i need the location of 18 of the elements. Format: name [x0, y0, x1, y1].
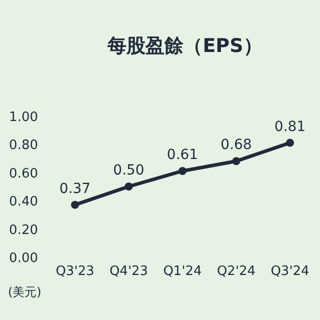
xtick: Q2'24: [216, 264, 256, 279]
title: 每股盈餘（EPS）: [108, 35, 262, 57]
ytick: 0.80: [9, 138, 38, 154]
ytick: 0.60: [9, 166, 38, 182]
xtick: Q3'23: [56, 264, 94, 279]
data-label: 0.68: [220, 137, 252, 154]
ytick: 0.20: [9, 222, 38, 238]
ytick: 1.00: [9, 110, 38, 125]
annotation: (美元): [8, 285, 42, 299]
data-label: 0.61: [166, 147, 198, 163]
data-label: 0.81: [274, 118, 306, 135]
ytick: 0.40: [9, 194, 38, 210]
xtick: Q4'23: [109, 264, 148, 279]
xtick: Q1'24: [163, 264, 202, 279]
ytick: 0.00: [9, 251, 38, 266]
data-label: 0.50: [113, 162, 144, 178]
data-label: 0.37: [59, 180, 91, 197]
xtick: Q3'24: [270, 264, 310, 279]
